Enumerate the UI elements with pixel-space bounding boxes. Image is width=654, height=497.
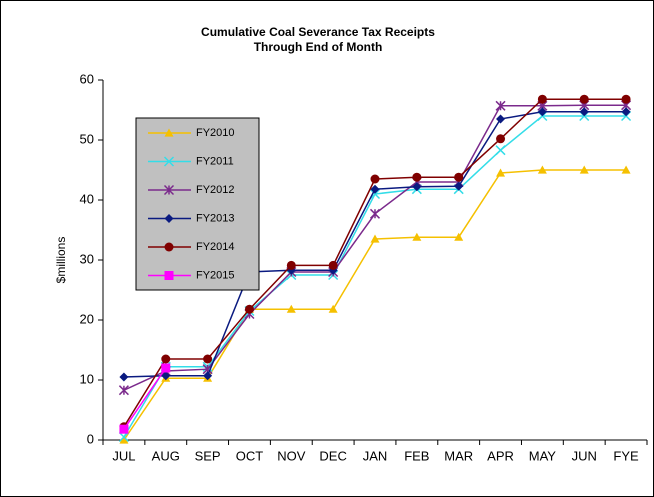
marker	[370, 174, 380, 184]
marker	[621, 165, 631, 174]
marker	[496, 114, 506, 124]
chart-title: Through End of Month	[254, 40, 383, 54]
marker	[118, 431, 129, 443]
marker	[244, 304, 254, 314]
marker	[621, 107, 631, 117]
marker	[164, 214, 174, 223]
y-tick-label: 30	[80, 251, 94, 266]
marker	[369, 188, 381, 200]
legend-box	[135, 117, 260, 291]
legend-label: FY2011	[196, 155, 234, 167]
marker	[496, 134, 506, 144]
y-tick-label: 0	[87, 431, 94, 446]
marker	[537, 165, 547, 174]
marker	[164, 271, 174, 280]
y-tick-label: 20	[80, 311, 94, 326]
marker	[119, 372, 129, 382]
marker	[412, 232, 422, 241]
marker	[119, 424, 129, 434]
legend-label: FY2013	[196, 212, 235, 224]
x-tick-label: JAN	[363, 448, 388, 463]
marker	[164, 128, 174, 137]
marker	[537, 107, 547, 117]
marker	[370, 184, 380, 194]
y-tick-label: 10	[80, 371, 94, 386]
x-tick-label: FYE	[613, 448, 639, 463]
marker	[328, 304, 338, 313]
marker	[621, 94, 631, 104]
marker	[412, 172, 422, 182]
legend-label: FY2010	[196, 127, 235, 139]
marker	[203, 354, 213, 364]
chart-title: Cumulative Coal Severance Tax Receipts	[201, 25, 435, 39]
marker	[328, 260, 338, 270]
x-tick-label: AUG	[152, 448, 180, 463]
marker	[412, 182, 422, 192]
legend-label: FY2014	[196, 241, 235, 253]
marker	[579, 94, 589, 104]
marker	[161, 371, 171, 381]
marker	[286, 304, 296, 313]
marker	[286, 260, 296, 270]
marker	[118, 385, 129, 396]
legend-label: FY2012	[196, 184, 235, 196]
marker	[161, 354, 171, 364]
y-tick-label: 50	[80, 131, 94, 146]
series-line	[123, 367, 167, 430]
x-tick-label: SEP	[195, 448, 221, 463]
x-tick-label: MAR	[444, 448, 473, 463]
y-tick-label: 60	[80, 71, 94, 86]
x-tick-label: DEC	[319, 448, 346, 463]
x-tick-label: JUL	[112, 448, 135, 463]
marker	[203, 371, 213, 381]
marker	[370, 234, 380, 243]
marker	[163, 156, 175, 167]
marker	[496, 168, 506, 177]
marker	[369, 208, 381, 219]
marker	[579, 165, 589, 174]
marker	[495, 100, 506, 111]
marker	[119, 435, 129, 444]
marker	[454, 172, 464, 182]
legend-label: FY2015	[196, 269, 235, 281]
y-tick-label: 40	[80, 191, 94, 206]
x-tick-label: FEB	[404, 448, 429, 463]
x-tick-label: APR	[487, 448, 514, 463]
marker	[495, 145, 506, 156]
y-axis-label: $millions	[54, 237, 68, 284]
x-tick-label: NOV	[277, 448, 306, 463]
x-tick-label: JUN	[572, 448, 597, 463]
marker	[454, 232, 464, 241]
marker	[579, 107, 589, 117]
marker	[537, 94, 547, 104]
marker	[163, 184, 175, 196]
x-tick-label: OCT	[236, 448, 264, 463]
marker	[161, 363, 171, 373]
marker	[454, 181, 464, 191]
marker	[164, 242, 174, 252]
x-tick-label: MAY	[529, 448, 557, 463]
